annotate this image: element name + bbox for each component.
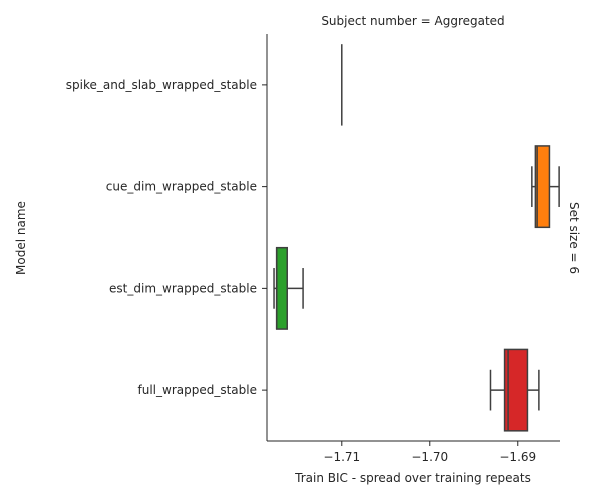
y-tick-label: spike_and_slab_wrapped_stable [66, 78, 257, 92]
x-tick-label: −1.69 [499, 450, 536, 464]
y-tick-label: cue_dim_wrapped_stable [106, 180, 257, 194]
row-facet-label: Set size = 6 [567, 202, 581, 274]
x-axis-label: Train BIC - spread over training repeats [294, 471, 531, 485]
box-iqr [503, 348, 529, 432]
y-axis-label: Model name [14, 201, 28, 275]
plot-area: −1.71 −1.70 −1.69 spike_and_slab_wrapped_st… [66, 44, 560, 464]
y-tick-label: est_dim_wrapped_stable [109, 281, 257, 295]
x-tick-label: −1.71 [323, 450, 360, 464]
facet-title: Subject number = Aggregated [321, 14, 504, 28]
box-iqr [534, 145, 551, 229]
y-tick-label: full_wrapped_stable [138, 383, 257, 397]
x-tick-label: −1.70 [411, 450, 448, 464]
box-iqr [275, 246, 288, 330]
